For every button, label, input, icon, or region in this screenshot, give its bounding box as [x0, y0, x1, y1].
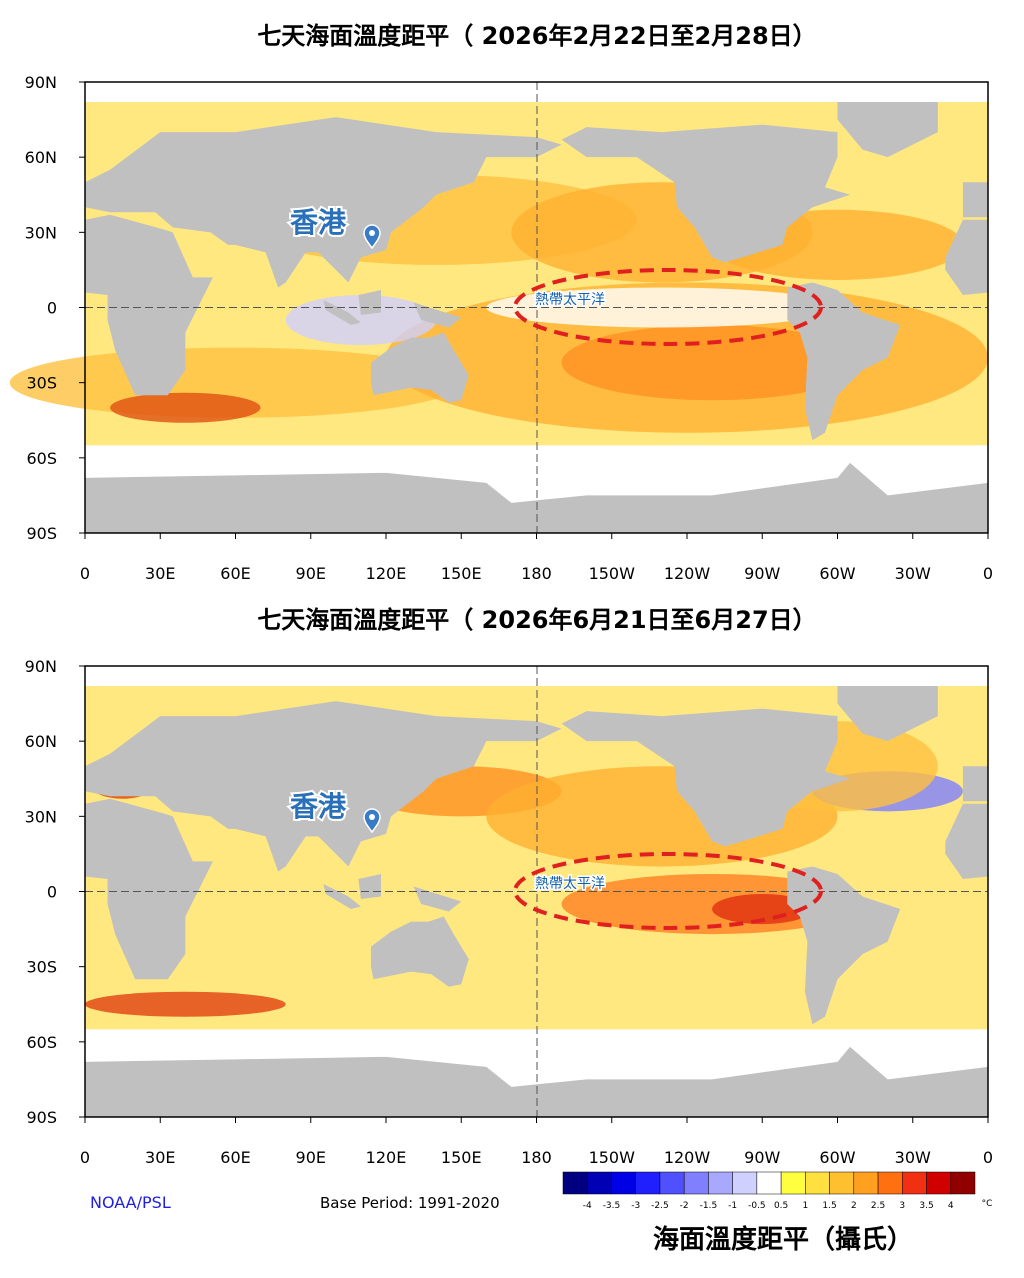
- colorbar-box: [756, 1171, 782, 1195]
- y-tick-label: 60N: [25, 732, 57, 751]
- y-tick-label: 0: [47, 883, 57, 902]
- x-tick-label: 60W: [819, 1148, 855, 1167]
- x-tick-label: 120E: [366, 1148, 407, 1167]
- colorbar-box: [562, 1171, 588, 1195]
- colorbar-box: [683, 1171, 709, 1195]
- x-tick-label: 60E: [220, 564, 250, 583]
- colorbar-label: -1: [728, 1201, 737, 1211]
- y-tick-label: 60S: [26, 1033, 57, 1052]
- base-period: Base Period: 1991-2020: [320, 1194, 500, 1212]
- y-tick-label: 30N: [25, 223, 57, 242]
- colorbar-box: [611, 1171, 636, 1195]
- x-tick-label: 150E: [441, 564, 482, 583]
- colorbar-label: 2.5: [871, 1201, 885, 1211]
- y-tick-label: 90N: [25, 657, 57, 676]
- colorbar-box: [659, 1171, 685, 1195]
- location-pin-dot: [369, 230, 375, 236]
- location-label: 香港: [290, 206, 347, 239]
- colorbar-label: 1.5: [822, 1201, 836, 1211]
- colorbar-label: 0.5: [774, 1201, 788, 1211]
- map-panel: [84, 665, 989, 1118]
- x-tick-label: 150W: [589, 1148, 636, 1167]
- colorbar-box: [926, 1171, 952, 1195]
- colorbar-label: 3.5: [919, 1201, 933, 1211]
- arctic: [85, 666, 988, 687]
- x-tick-label: 30W: [895, 564, 931, 583]
- panel-title: 七天海面溫度距平（ 2026年6月21日至6月27日）: [257, 606, 816, 634]
- location-label: 香港: [290, 790, 347, 823]
- y-tick-label: 30S: [26, 958, 57, 977]
- colorbar-unit: °C: [982, 1199, 993, 1209]
- x-tick-label: 90W: [744, 564, 780, 583]
- colorbar-box: [950, 1171, 976, 1195]
- x-tick-label: 90E: [296, 1148, 326, 1167]
- panel-title: 七天海面溫度距平（ 2026年2月22日至2月28日）: [257, 22, 816, 50]
- x-tick-label: 0: [80, 1148, 90, 1167]
- x-tick-label: 0: [80, 564, 90, 583]
- region-label: 熱帶太平洋: [535, 292, 605, 308]
- colorbar-label: -3.5: [603, 1201, 621, 1211]
- colorbar-label: -2.5: [651, 1201, 669, 1211]
- x-tick-label: 150E: [441, 1148, 482, 1167]
- colorbar-box: [829, 1171, 855, 1195]
- colorbar-box: [586, 1171, 612, 1195]
- region-outline: [513, 268, 823, 346]
- colorbar-box: [708, 1171, 733, 1195]
- x-tick-label: 180: [521, 1148, 552, 1167]
- location-pin-dot: [369, 814, 375, 820]
- x-tick-label: 60E: [220, 1148, 250, 1167]
- colorbar-label: -0.5: [748, 1201, 766, 1211]
- colorbar-label: 1: [802, 1201, 808, 1211]
- y-tick-label: 90S: [26, 1108, 57, 1127]
- x-tick-label: 0: [983, 1148, 993, 1167]
- region-label: 熱帶太平洋: [535, 876, 605, 892]
- x-tick-label: 30E: [145, 1148, 175, 1167]
- x-tick-label: 120E: [366, 564, 407, 583]
- location-pin: [363, 808, 381, 834]
- colorbar-title: 海面溫度距平（攝氏）: [653, 1224, 913, 1255]
- y-tick-label: 0: [47, 299, 57, 318]
- colorbar-label: -4: [583, 1201, 592, 1211]
- x-tick-label: 90E: [296, 564, 326, 583]
- y-tick-label: 60N: [25, 148, 57, 167]
- colorbar-box: [902, 1171, 927, 1195]
- x-tick-label: 150W: [589, 564, 636, 583]
- x-tick-label: 30W: [895, 1148, 931, 1167]
- colorbar-box: [635, 1171, 661, 1195]
- x-tick-label: 0: [983, 564, 993, 583]
- source: NOAA/PSL: [90, 1193, 171, 1212]
- colorbar-label: -3: [631, 1201, 640, 1211]
- colorbar-box: [805, 1171, 830, 1195]
- map-content: [9, 82, 988, 534]
- colorbar-label: 4: [948, 1201, 954, 1211]
- region-outline: [513, 852, 823, 930]
- x-tick-label: 120W: [664, 564, 711, 583]
- y-tick-label: 30S: [26, 374, 57, 393]
- colorbar-label: -1.5: [700, 1201, 718, 1211]
- x-tick-label: 60W: [819, 564, 855, 583]
- map-panel: [9, 81, 989, 534]
- colorbar-box: [732, 1171, 758, 1195]
- x-tick-label: 180: [521, 564, 552, 583]
- colorbar-label: 2: [851, 1201, 857, 1211]
- x-tick-label: 90W: [744, 1148, 780, 1167]
- colorbar-label: -2: [680, 1201, 689, 1211]
- anomaly-area: [110, 392, 261, 423]
- anomaly-area: [85, 991, 286, 1017]
- x-tick-label: 120W: [664, 1148, 711, 1167]
- colorbar-label: 3: [899, 1201, 905, 1211]
- y-tick-label: 30N: [25, 807, 57, 826]
- anomaly-area: [561, 325, 863, 401]
- colorbar-box: [877, 1171, 903, 1195]
- colorbar-box: [780, 1171, 806, 1195]
- y-tick-label: 90N: [25, 73, 57, 92]
- arctic: [85, 82, 988, 103]
- y-tick-label: 90S: [26, 524, 57, 543]
- colorbar-box: [853, 1171, 879, 1195]
- x-tick-label: 30E: [145, 564, 175, 583]
- location-pin: [363, 224, 381, 250]
- y-tick-label: 60S: [26, 449, 57, 468]
